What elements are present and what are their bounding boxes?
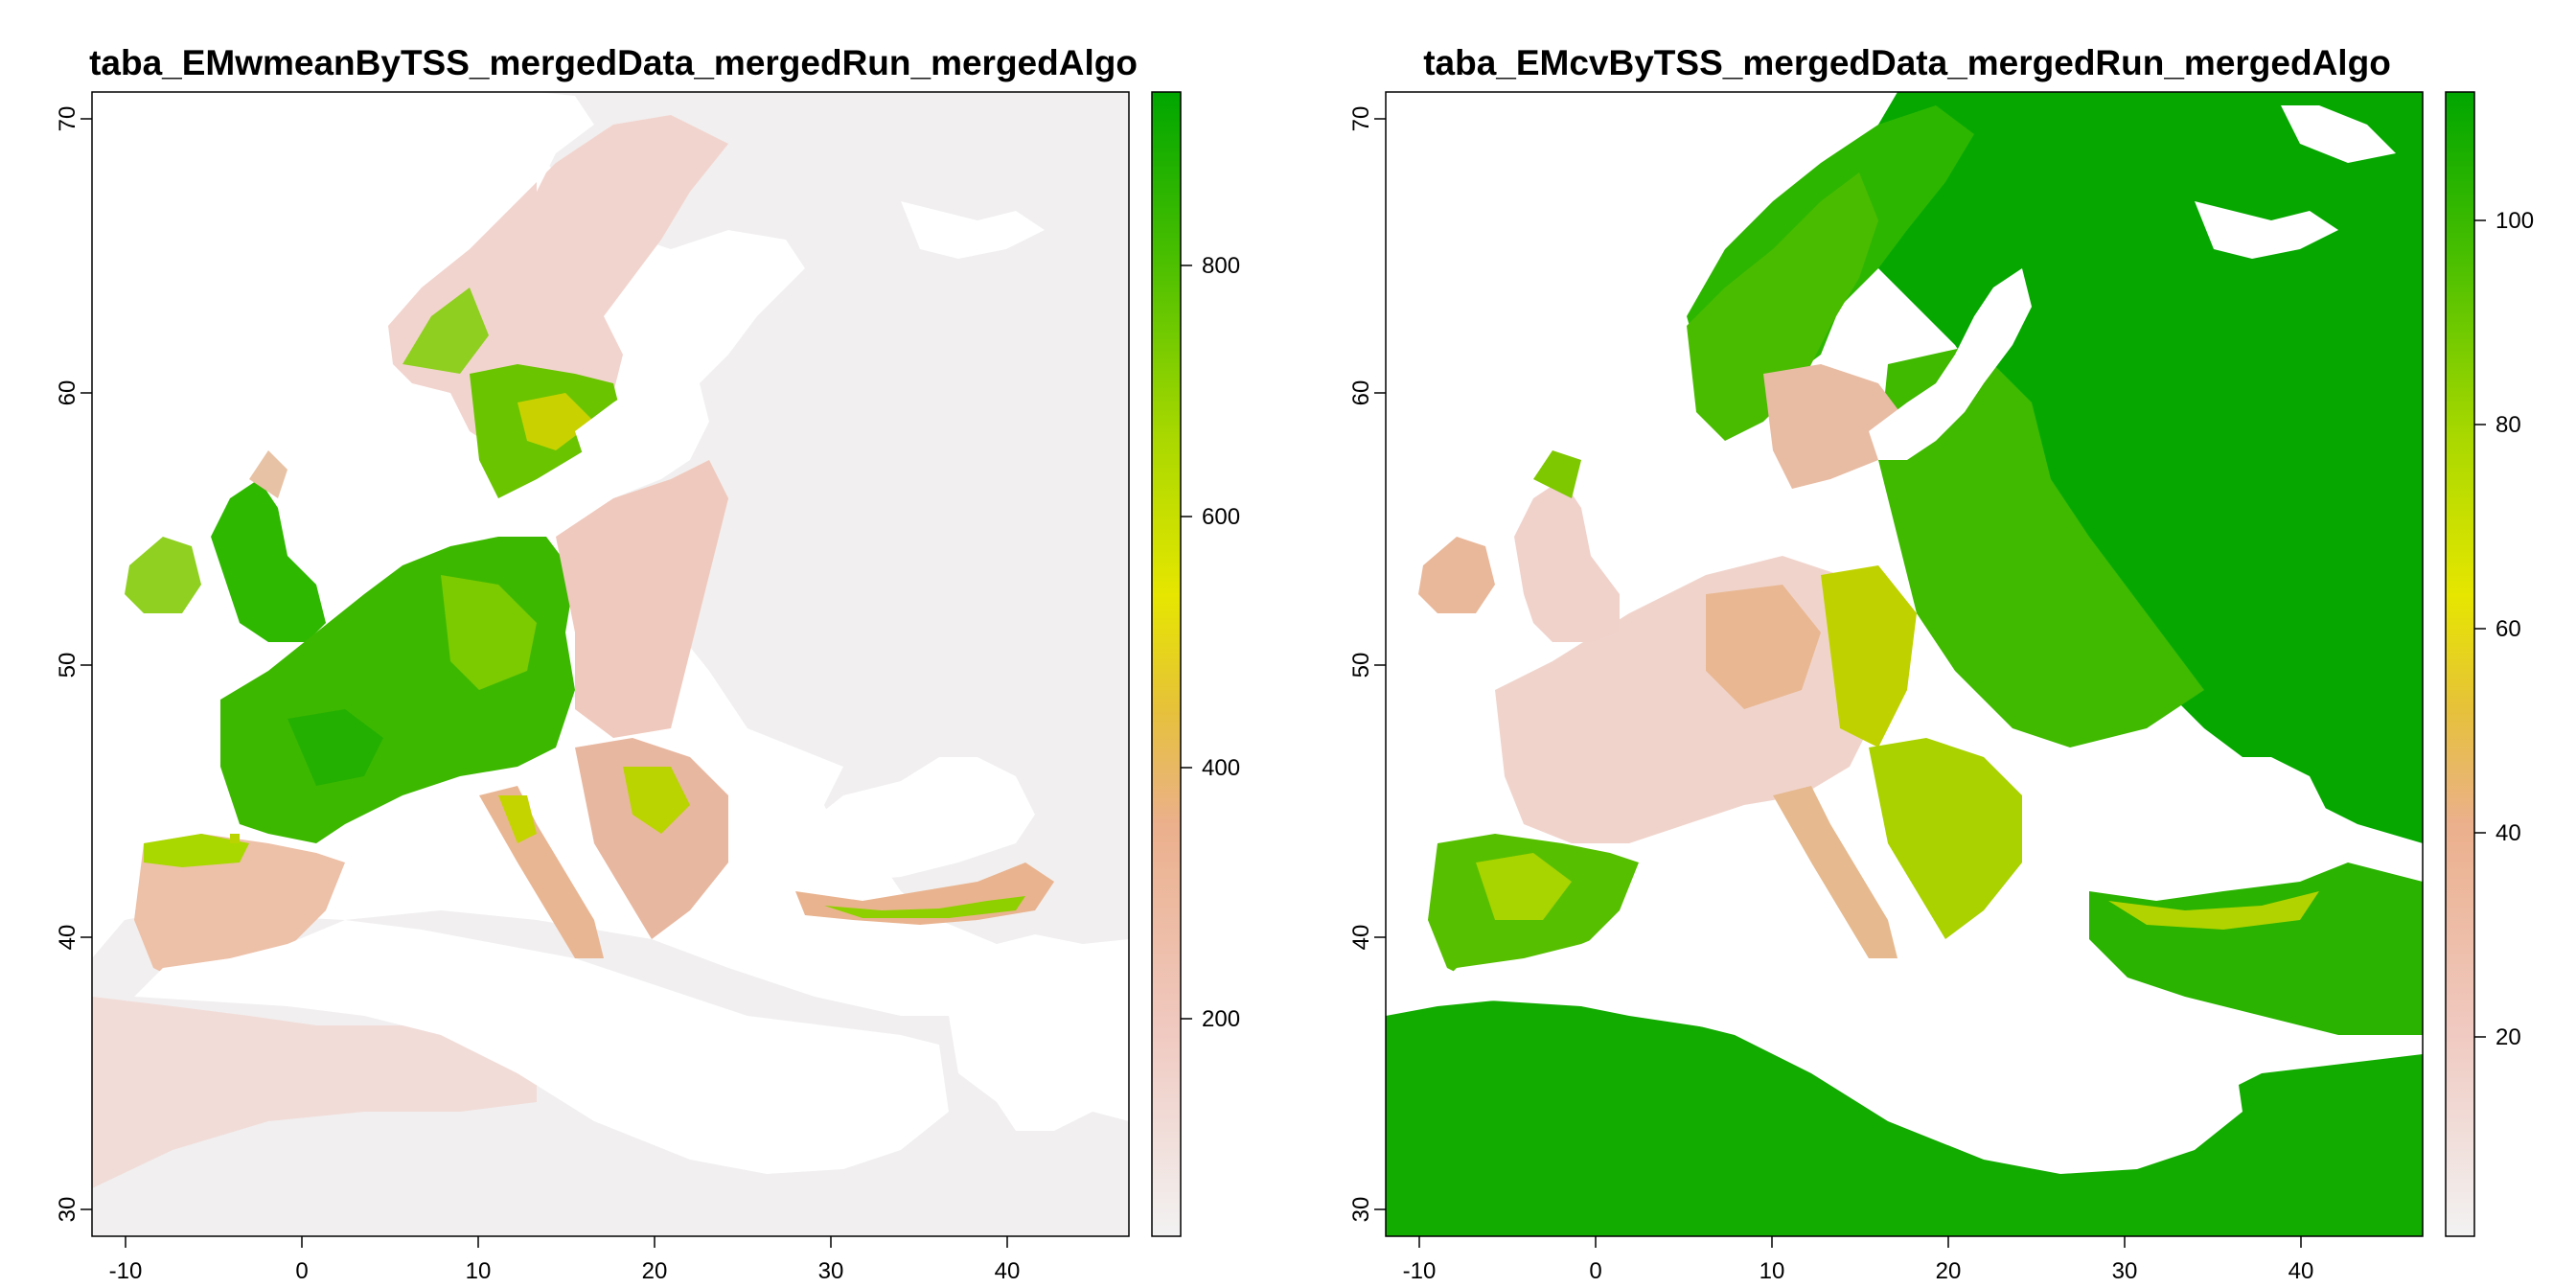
scandinavia — [1687, 172, 1907, 489]
x-tick-label: -10 — [1403, 1258, 1437, 1284]
legend-tick-label: 200 — [1202, 1006, 1240, 1032]
legend-tick-label: 100 — [2496, 208, 2534, 234]
legend-tick-label: 80 — [2496, 412, 2521, 438]
y-tick-label: 60 — [55, 380, 80, 406]
legend-tick-label: 600 — [1202, 504, 1240, 530]
y-tick-label: 60 — [1348, 380, 1374, 406]
map-frame — [1385, 91, 2424, 1237]
x-tick-label: 40 — [995, 1258, 1021, 1284]
y-tick-label: 70 — [55, 106, 80, 132]
scandinavia — [388, 115, 728, 498]
map-raster — [1386, 92, 2423, 1236]
x-tick-label: 10 — [466, 1258, 492, 1284]
x-tick-label: 20 — [1936, 1258, 1962, 1284]
legend-tick-label: 60 — [2496, 616, 2521, 642]
x-axis: -10 0 10 20 30 40 — [109, 1236, 1021, 1284]
map-panel-mean: taba_EMwmeanByTSS_mergedData_mergedRun_m… — [55, 43, 1240, 1284]
water-no-data — [1428, 105, 2396, 1174]
x-tick-label: 20 — [642, 1258, 668, 1284]
anatolia-coast — [795, 862, 1054, 925]
y-axis: 30 40 50 60 70 — [1348, 106, 1386, 1223]
map-title: taba_EMwmeanByTSS_mergedData_mergedRun_m… — [89, 43, 1138, 82]
color-legend: 200 400 600 800 — [1151, 91, 1240, 1237]
x-tick-label: 40 — [2288, 1258, 2314, 1284]
y-axis: 30 40 50 60 70 — [55, 106, 92, 1223]
anatolia — [2089, 862, 2423, 1035]
y-tick-label: 30 — [55, 1197, 80, 1223]
legend-colorbar — [1151, 91, 1182, 1237]
central-europe-high — [220, 537, 575, 843]
legend-tick-label: 40 — [2496, 820, 2521, 846]
legend-tick-label: 20 — [2496, 1024, 2521, 1050]
y-tick-label: 30 — [1348, 1197, 1374, 1223]
y-tick-label: 50 — [55, 653, 80, 678]
water-no-data — [134, 92, 1045, 1174]
eastern-europe — [556, 460, 728, 738]
legend-tick-label: 400 — [1202, 755, 1240, 781]
y-tick-label: 40 — [55, 925, 80, 951]
legend-tick-label: 800 — [1202, 253, 1240, 279]
x-tick-label: 0 — [295, 1258, 308, 1284]
balkans — [575, 738, 728, 939]
x-tick-label: 0 — [1589, 1258, 1601, 1284]
x-axis: -10 0 10 20 30 40 — [1403, 1236, 2314, 1284]
corsica-spot — [230, 834, 240, 843]
british-isles — [125, 450, 326, 642]
map-frame — [91, 91, 1130, 1237]
x-tick-label: 10 — [1760, 1258, 1785, 1284]
y-tick-label: 50 — [1348, 653, 1374, 678]
map-title: taba_EMcvByTSS_mergedData_mergedRun_merg… — [1423, 43, 2391, 82]
x-tick-label: -10 — [109, 1258, 143, 1284]
color-legend: 20 40 60 80 100 — [2445, 91, 2534, 1237]
iberia — [1428, 834, 1639, 987]
x-tick-label: 30 — [2112, 1258, 2138, 1284]
western-europe-low-cv — [1495, 556, 1917, 843]
x-tick-label: 30 — [818, 1258, 844, 1284]
british-isles — [1418, 450, 1620, 642]
legend-colorbar — [2445, 91, 2475, 1237]
north-africa — [92, 997, 537, 1188]
italy-balkans — [1773, 738, 2022, 958]
italy — [479, 786, 604, 958]
y-tick-label: 40 — [1348, 925, 1374, 951]
map-raster — [92, 92, 1129, 1236]
map-panel-cv: taba_EMcvByTSS_mergedData_mergedRun_merg… — [1348, 43, 2534, 1284]
y-tick-label: 70 — [1348, 106, 1374, 132]
iberia — [134, 834, 345, 987]
